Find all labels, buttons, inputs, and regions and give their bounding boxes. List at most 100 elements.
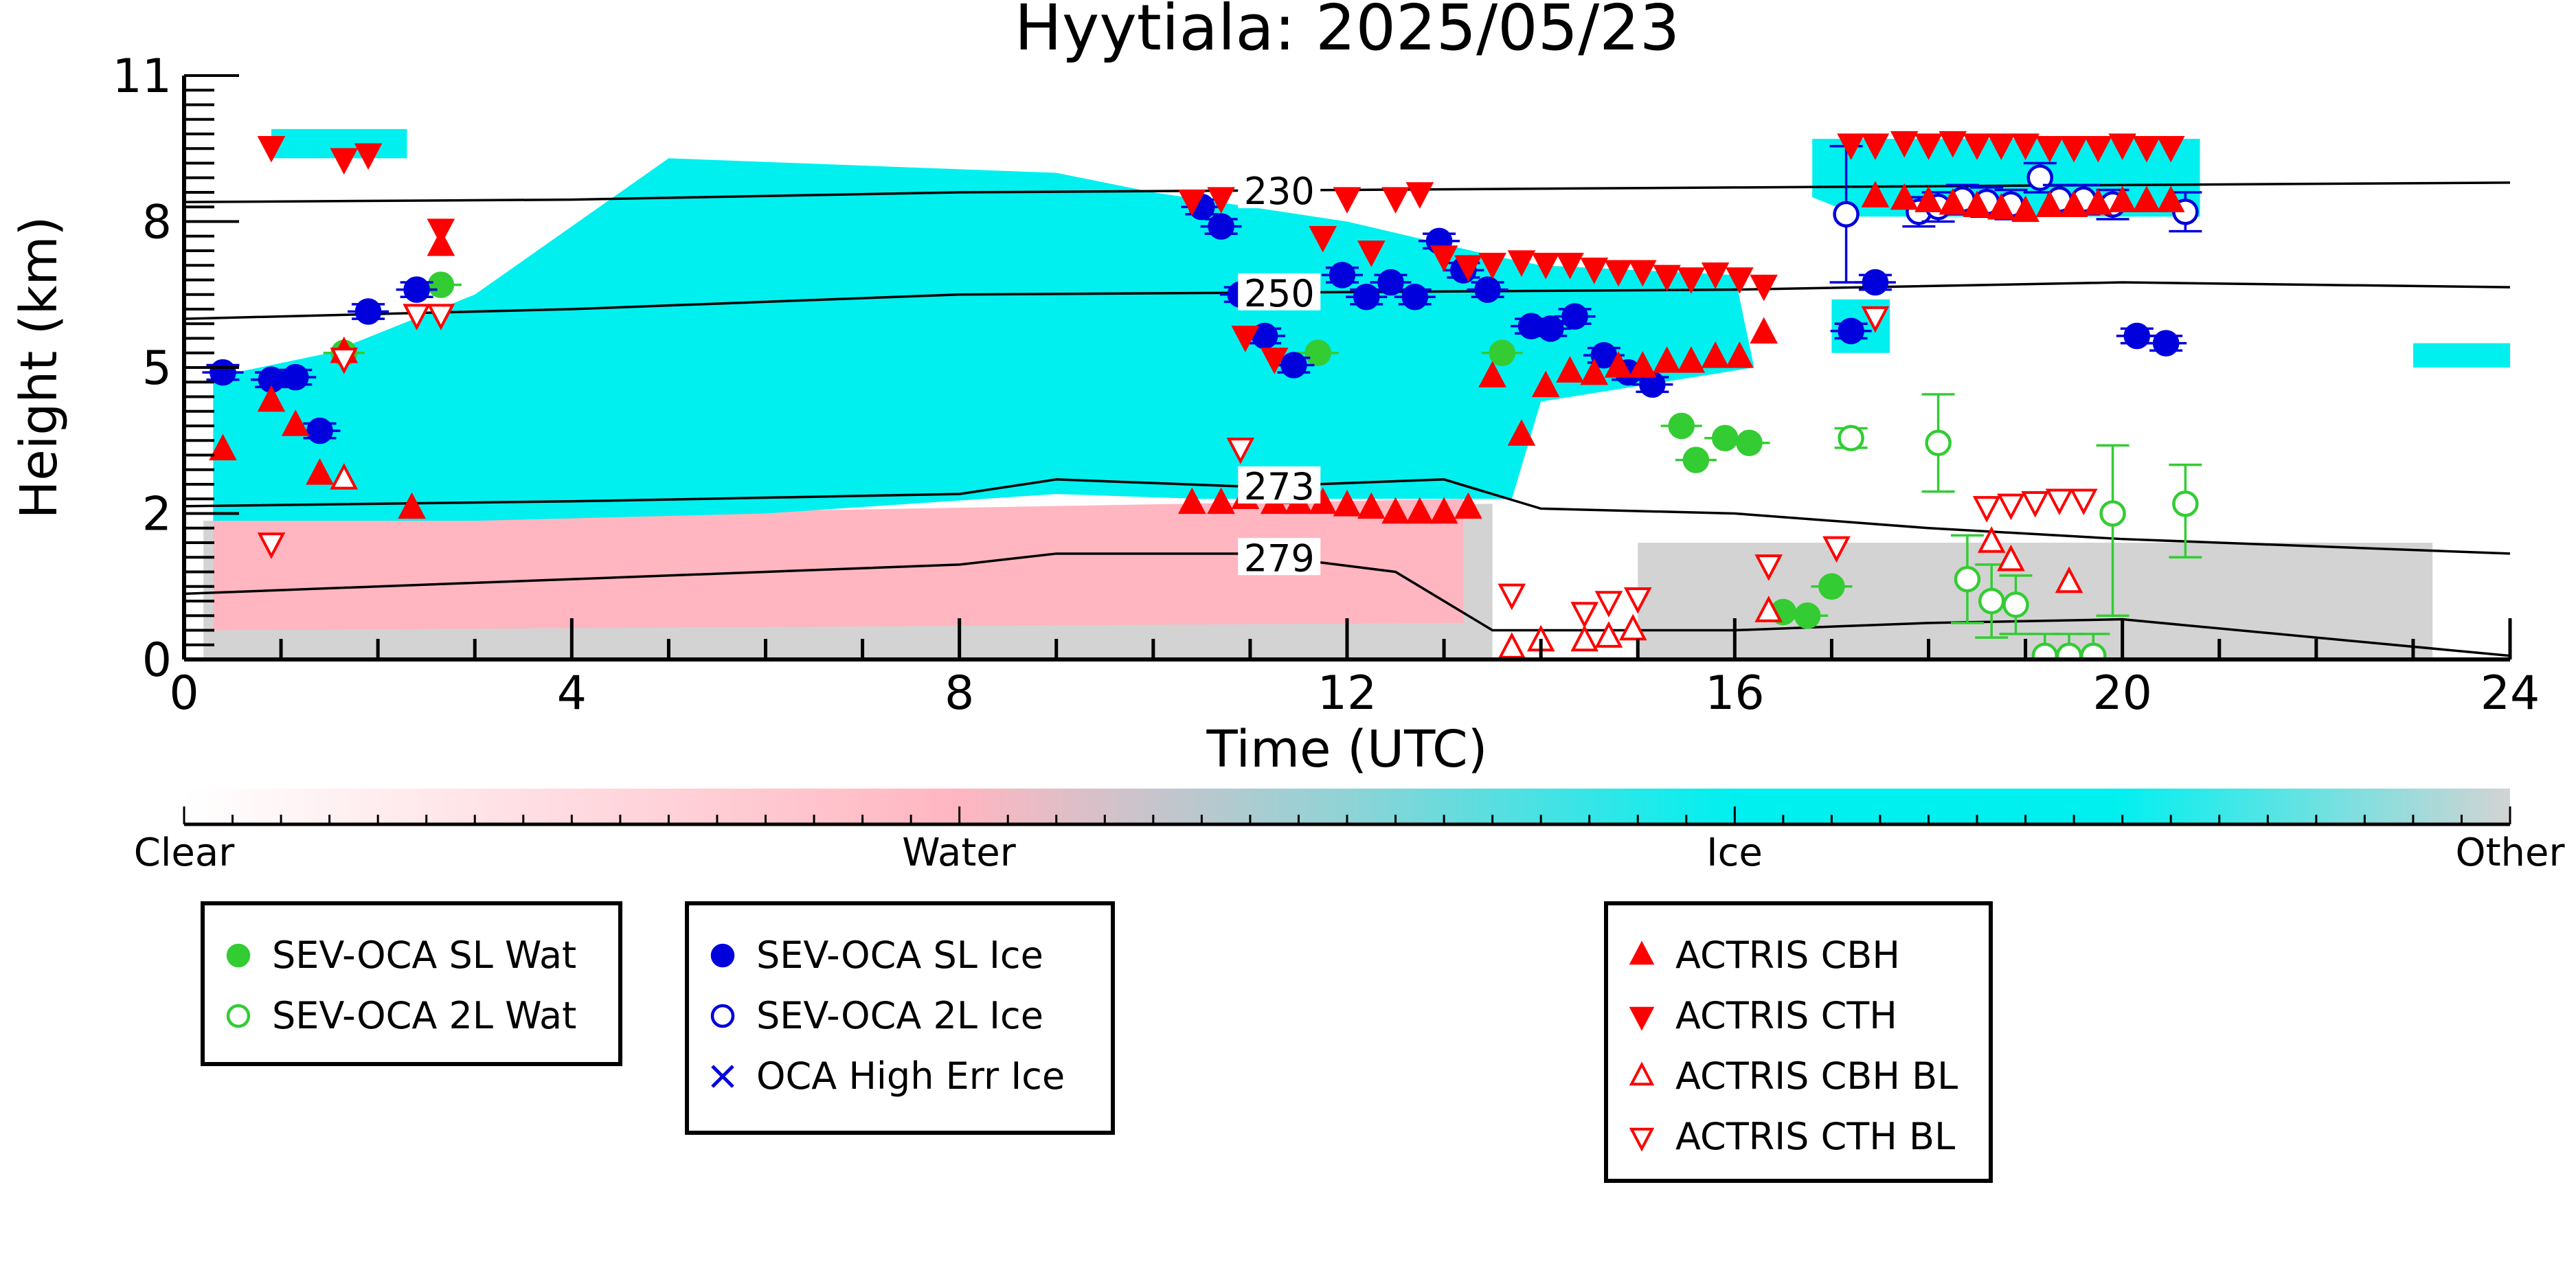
data-point — [398, 492, 426, 519]
legend-label: SEV-OCA 2L Wat — [272, 993, 577, 1037]
data-point — [1570, 602, 1598, 629]
data-point — [1628, 260, 1657, 287]
data-point — [1381, 187, 1410, 214]
series-actris-cth — [257, 131, 2185, 374]
data-point — [354, 143, 383, 170]
contour-label-bg — [1238, 273, 1321, 310]
legend-marker-shape — [711, 1065, 734, 1088]
x-tick-label: 4 — [557, 666, 587, 721]
contour-250 — [184, 281, 2510, 320]
legend-item-actris-cth: ACTRIS CTH — [1626, 985, 1971, 1046]
legend-item-actris-cbh: ACTRIS CBH — [1626, 925, 1971, 985]
legend-label: SEV-OCA SL Ice — [756, 933, 1043, 977]
data-point — [1357, 492, 1386, 519]
data-point — [1861, 306, 1890, 333]
data-point — [1507, 250, 1536, 278]
legend-marker-shape — [710, 943, 735, 968]
data-point — [1226, 438, 1255, 464]
data-point — [427, 218, 455, 245]
data-point — [1207, 487, 1235, 515]
region-ice — [213, 158, 1754, 521]
data-point — [257, 135, 286, 163]
data-point — [281, 409, 310, 436]
data-point — [1531, 370, 1560, 398]
data-point — [1381, 497, 1410, 524]
data-point — [1309, 226, 1337, 253]
legend-ice: SEV-OCA SL Ice SEV-OCA 2L Ice OCA High Err… — [685, 901, 1115, 1135]
legend-item-actris-cbh-bl: ACTRIS CBH BL — [1626, 1046, 1971, 1106]
data-point — [1754, 554, 1783, 581]
data-point — [1498, 632, 1526, 659]
legend-item-actris-cth-bl: ACTRIS CTH BL — [1626, 1106, 1971, 1166]
data-point — [1594, 591, 1623, 618]
data-point — [1997, 493, 2025, 521]
legend-label: SEV-OCA SL Wat — [272, 933, 577, 977]
legend-marker-triangle-down-icon — [1629, 1006, 1655, 1031]
axes: 0 4 8 12 16 20 24 0 2 5 8 11 — [112, 49, 2540, 721]
classification-colorbar: Clear Water Ice Other — [134, 789, 2565, 875]
data-point — [1833, 201, 1860, 228]
legend-label: ACTRIS CTH BL — [1675, 1114, 1956, 1158]
data-point — [330, 348, 359, 374]
series-sev-oca-sl-wat — [323, 271, 1853, 629]
data-point — [2035, 190, 2064, 217]
data-point — [1561, 303, 1588, 330]
data-point — [210, 359, 236, 386]
x-axis-label: Time (UTC) — [1206, 720, 1487, 779]
series-actris-cth-bl — [257, 304, 2098, 629]
data-point — [1623, 587, 1652, 614]
data-point — [1377, 269, 1404, 296]
data-point — [1987, 192, 2015, 220]
data-point — [1668, 412, 1695, 440]
series-sev-oca-2l-wat — [1834, 393, 2202, 659]
data-point — [1405, 497, 1434, 524]
contour-279 — [184, 552, 2510, 657]
data-point — [1754, 596, 1783, 622]
y-tick-label: 11 — [112, 49, 172, 104]
data-point — [2002, 591, 2029, 618]
x-tick-label: 20 — [2092, 666, 2152, 721]
legend-item-sev-oca-2l-ice: SEV-OCA 2L Ice — [707, 985, 1093, 1046]
data-point — [1653, 264, 1681, 292]
data-point — [330, 148, 359, 175]
plot-area — [184, 128, 2510, 659]
data-point — [1890, 131, 1919, 158]
x-tick-label: 24 — [2481, 666, 2540, 721]
data-point — [257, 532, 286, 559]
legend-water: SEV-OCA SL Wat SEV-OCA 2L Wat — [201, 901, 622, 1066]
data-point — [1750, 274, 1778, 302]
data-point — [1489, 339, 1515, 366]
data-point — [1837, 133, 1865, 161]
error-bar — [2096, 444, 2129, 617]
data-point — [1208, 213, 1234, 240]
contour-label-279: 279 — [1244, 536, 1315, 580]
data-point — [1914, 133, 1943, 161]
data-point — [1677, 346, 1706, 373]
data-point — [2026, 164, 2053, 191]
data-point — [330, 463, 359, 490]
data-point — [427, 271, 455, 298]
data-point — [1954, 565, 1981, 593]
data-point — [2055, 642, 2083, 659]
data-point — [427, 304, 455, 330]
data-point — [2132, 185, 2161, 212]
data-point — [1914, 185, 1943, 212]
data-point — [1353, 284, 1380, 310]
data-point — [1454, 255, 1482, 282]
y-tick-label: 2 — [142, 488, 172, 542]
contour-label-bg — [1238, 538, 1321, 576]
data-point — [2059, 135, 2088, 163]
data-point — [1750, 317, 1778, 344]
data-point — [1430, 497, 1458, 524]
data-point — [1498, 583, 1526, 611]
data-point — [1963, 190, 1991, 217]
data-point — [1280, 352, 1307, 379]
data-point — [2084, 188, 2112, 215]
data-point — [1333, 187, 1362, 214]
legend-marker-shape — [226, 943, 251, 968]
data-point — [1260, 348, 1289, 374]
contour-labels: 230 250 273 279 — [1238, 170, 1321, 580]
data-point — [257, 385, 286, 412]
data-point — [306, 417, 333, 444]
contour-label-230: 230 — [1244, 170, 1315, 213]
